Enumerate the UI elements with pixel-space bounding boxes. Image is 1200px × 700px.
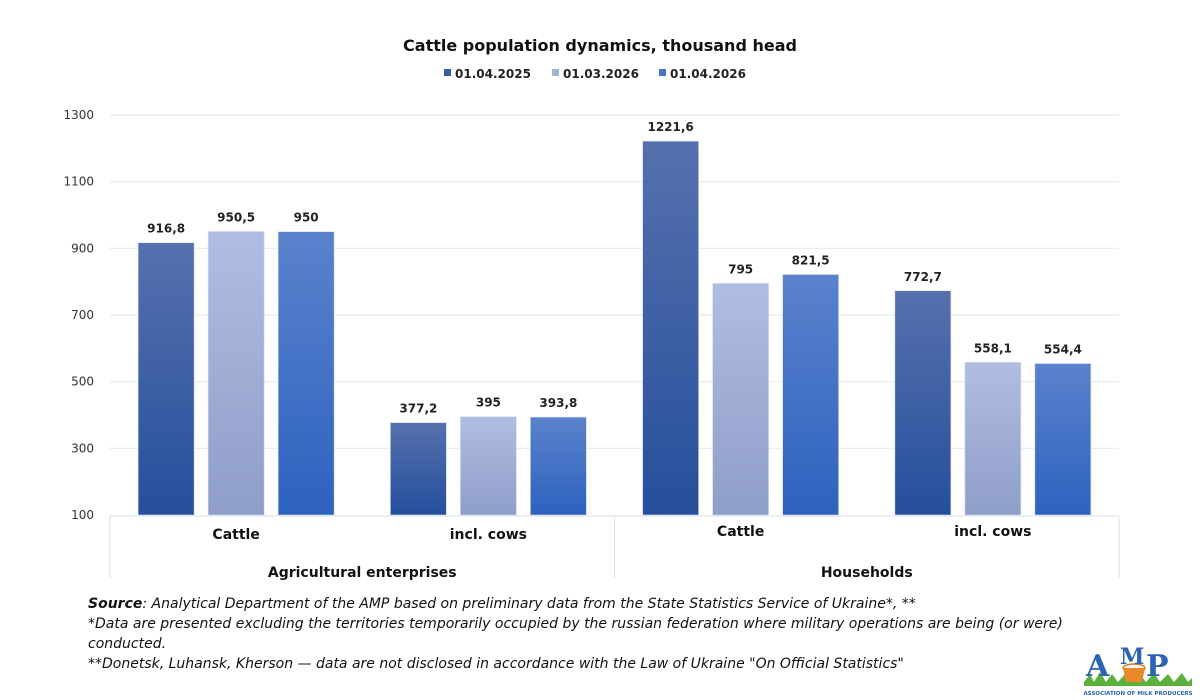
bar: [277, 231, 335, 516]
category-label: incl. cows: [954, 524, 1031, 540]
bar: [390, 422, 447, 516]
data-label: 916,8: [147, 222, 185, 236]
data-label: 554,4: [1044, 343, 1082, 357]
bar: [894, 290, 952, 516]
legend: 01.04.2025 01.03.2026 01.04.2026: [444, 67, 746, 81]
data-label: 795: [728, 262, 753, 276]
bar: [530, 416, 587, 516]
bar: [642, 140, 699, 516]
y-tick-label: 500: [71, 375, 94, 389]
y-tick-label: 700: [71, 308, 94, 322]
bar: [1034, 363, 1092, 516]
y-tick-label: 300: [71, 441, 94, 455]
category-label: Cattle: [212, 527, 259, 543]
category-labels: Cattle incl. cows Cattle incl. cows Agricult…: [212, 524, 1031, 581]
legend-label: 01.04.2026: [670, 67, 746, 81]
group-label: Agricultural enterprises: [268, 565, 457, 581]
footer-notes: Source: Analytical Department of the AMP…: [88, 594, 1068, 674]
data-label: 395: [476, 396, 501, 410]
source-line: Source: Analytical Department of the AMP…: [88, 594, 1068, 614]
data-label: 1221,6: [647, 120, 693, 134]
bar: [712, 283, 769, 516]
logo-subtitle: ASSOCIATION OF MILK PRODUCERS: [1083, 691, 1192, 697]
data-label: 558,1: [974, 341, 1012, 355]
category-label: Cattle: [717, 524, 764, 540]
y-tick-label: 100: [71, 508, 94, 522]
data-label: 377,2: [399, 402, 437, 416]
svg-text:P: P: [1146, 649, 1169, 684]
bar: [460, 416, 517, 516]
bar: [964, 361, 1022, 516]
note-occupied-territories: *Data are presented excluding the territ…: [88, 616, 1063, 652]
chart-title: Cattle population dynamics, thousand hea…: [403, 36, 797, 55]
amp-logo: A P M ASSOCIATION OF MILK PRODUCERS: [1083, 644, 1192, 697]
legend-label: 01.04.2025: [455, 67, 531, 81]
logo-letters: A: [1085, 649, 1110, 684]
legend-swatch: [659, 69, 666, 76]
data-labels: 916,8 950,5 950 377,2 395 393,8 1221,6 795 821,5…: [147, 120, 1082, 415]
legend-swatch: [444, 69, 451, 76]
milk-bucket-icon: [1123, 668, 1145, 682]
bar: [207, 231, 265, 516]
category-axis-frame: [109, 515, 1120, 578]
source-label: Source: [88, 596, 143, 612]
source-text: : Analytical Department of the AMP based…: [142, 596, 916, 612]
data-label: 950,5: [217, 211, 255, 225]
legend-label: 01.03.2026: [563, 67, 639, 81]
bars: [137, 140, 1092, 516]
bar-chart: Cattle population dynamics, thousand hea…: [63, 36, 1120, 581]
y-tick-label: 1300: [63, 108, 94, 122]
y-tick-label: 900: [71, 241, 94, 255]
group-label: Households: [821, 565, 913, 581]
data-label: 821,5: [792, 254, 830, 268]
bar: [137, 242, 195, 516]
y-tick-label: 1100: [63, 175, 94, 189]
data-label: 950: [294, 211, 319, 225]
bar: [782, 274, 839, 516]
data-label: 772,7: [904, 270, 942, 284]
category-label: incl. cows: [450, 527, 527, 543]
svg-text:M: M: [1120, 644, 1144, 670]
legend-swatch: [552, 69, 559, 76]
y-axis: 100 300 500 700 900 1100 1300: [63, 108, 94, 522]
data-label: 393,8: [539, 396, 577, 410]
note-undisclosed-regions: **Donetsk, Luhansk, Kherson — data are n…: [88, 656, 904, 672]
